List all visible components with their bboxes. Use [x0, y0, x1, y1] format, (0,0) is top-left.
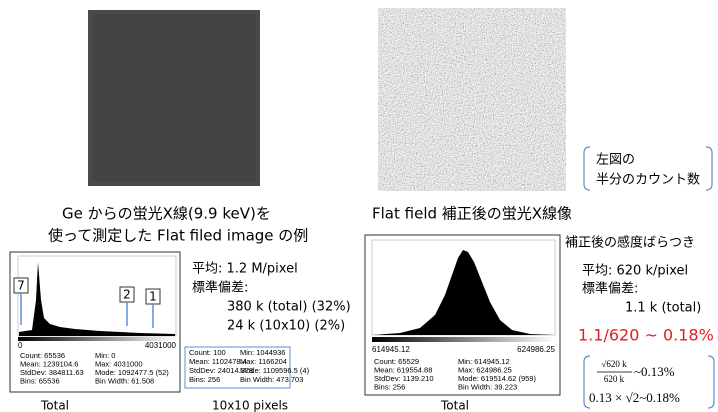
stat-text: Bins: 65536 — [20, 376, 60, 385]
stat-text: Count: 100 — [189, 348, 226, 357]
result: 1.1/620 ~ 0.18% — [578, 326, 714, 345]
stat-text: Bin Width: 473.703 — [240, 375, 303, 384]
bracket-note: 半分のカウント数 — [596, 173, 700, 188]
caption: Ge からの蛍光X線(9.9 keV)を — [62, 205, 271, 223]
corrected-image — [378, 8, 566, 191]
summary: 1.1 k (total) — [625, 301, 701, 316]
callout-label: 1 — [149, 290, 157, 304]
panel-label: Total — [440, 399, 469, 412]
axis-label: 4031000 — [145, 341, 177, 350]
formula-numerator: √620 k — [601, 359, 627, 369]
stat-text: Max: 1166204 — [240, 357, 287, 366]
callout-label: 2 — [123, 288, 131, 302]
formula-line: 0.13 × √2~0.18% — [589, 390, 680, 405]
summary: 380 k (total) (32%) — [227, 300, 351, 315]
stat-text: Bin Width: 39.223 — [458, 382, 517, 391]
axis-label: 624986.25 — [517, 345, 555, 354]
stat-text: Mode: 1109596.5 (4) — [240, 366, 310, 375]
stat-text: Bin Width: 61.508 — [95, 376, 154, 385]
stat-text: Bins: 256 — [374, 382, 405, 391]
stat-text: Bins: 256 — [189, 375, 220, 384]
summary: 平均: 620 k/pixel — [582, 264, 688, 279]
panel-label: Total — [40, 399, 69, 412]
axis-label: 0 — [18, 341, 23, 350]
summary: 補正後の感度ばらつき — [565, 235, 695, 251]
gradient-bar — [372, 337, 555, 342]
summary: 標準偏差: — [582, 281, 638, 297]
flat-image-inner — [92, 14, 256, 182]
callout-label: 7 — [17, 279, 25, 293]
axis-label: 614945.12 — [372, 345, 410, 354]
summary: 平均: 1.2 M/pixel — [192, 262, 298, 277]
summary: 24 k (10x10) (2%) — [227, 319, 345, 334]
formula-denominator: 620 k — [604, 374, 625, 384]
bracket-note: 左図の — [596, 153, 635, 168]
stat-text: Min: 1044936 — [240, 348, 285, 357]
caption: Flat field 補正後の蛍光X線像 — [372, 205, 572, 223]
panel-label: 10x10 pixels — [212, 399, 288, 412]
summary: 標準偏差: — [192, 280, 248, 296]
slide: 左図の 半分のカウント数 Ge からの蛍光X線(9.9 keV)を 使って測定し… — [0, 0, 718, 412]
stat-text: Mean: 1102478.4 — [189, 357, 247, 366]
caption: 使って測定した Flat filed image の例 — [48, 227, 308, 245]
formula-result: ~0.13% — [634, 364, 675, 379]
